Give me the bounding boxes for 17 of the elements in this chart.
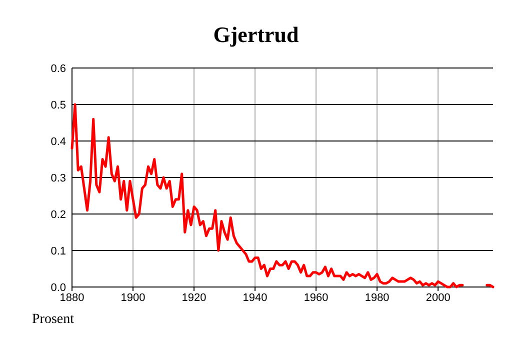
line-series bbox=[70, 103, 464, 288]
y-tick-label: 0.6 bbox=[50, 63, 66, 75]
chart-title: Gjertrud bbox=[213, 22, 299, 47]
y-tick-label: 0.5 bbox=[50, 100, 66, 112]
y-tick-label: 0.1 bbox=[50, 246, 66, 258]
y-tick-label: 0.2 bbox=[50, 209, 66, 221]
y-tick-label: 0.3 bbox=[50, 172, 66, 184]
y-tick-label: 0.4 bbox=[50, 136, 66, 148]
x-tick-label: 1880 bbox=[60, 292, 84, 304]
x-tick-label: 1900 bbox=[120, 292, 146, 304]
y-tick-label: 0.0 bbox=[50, 282, 66, 294]
y-axis-title: Prosent bbox=[32, 312, 74, 327]
x-tick-label: 1980 bbox=[364, 292, 390, 304]
x-tick-label: 1940 bbox=[242, 292, 268, 304]
x-tick-label: 2000 bbox=[426, 292, 450, 304]
x-tick-label: 1920 bbox=[182, 292, 206, 304]
x-tick-label: 1960 bbox=[304, 292, 328, 304]
